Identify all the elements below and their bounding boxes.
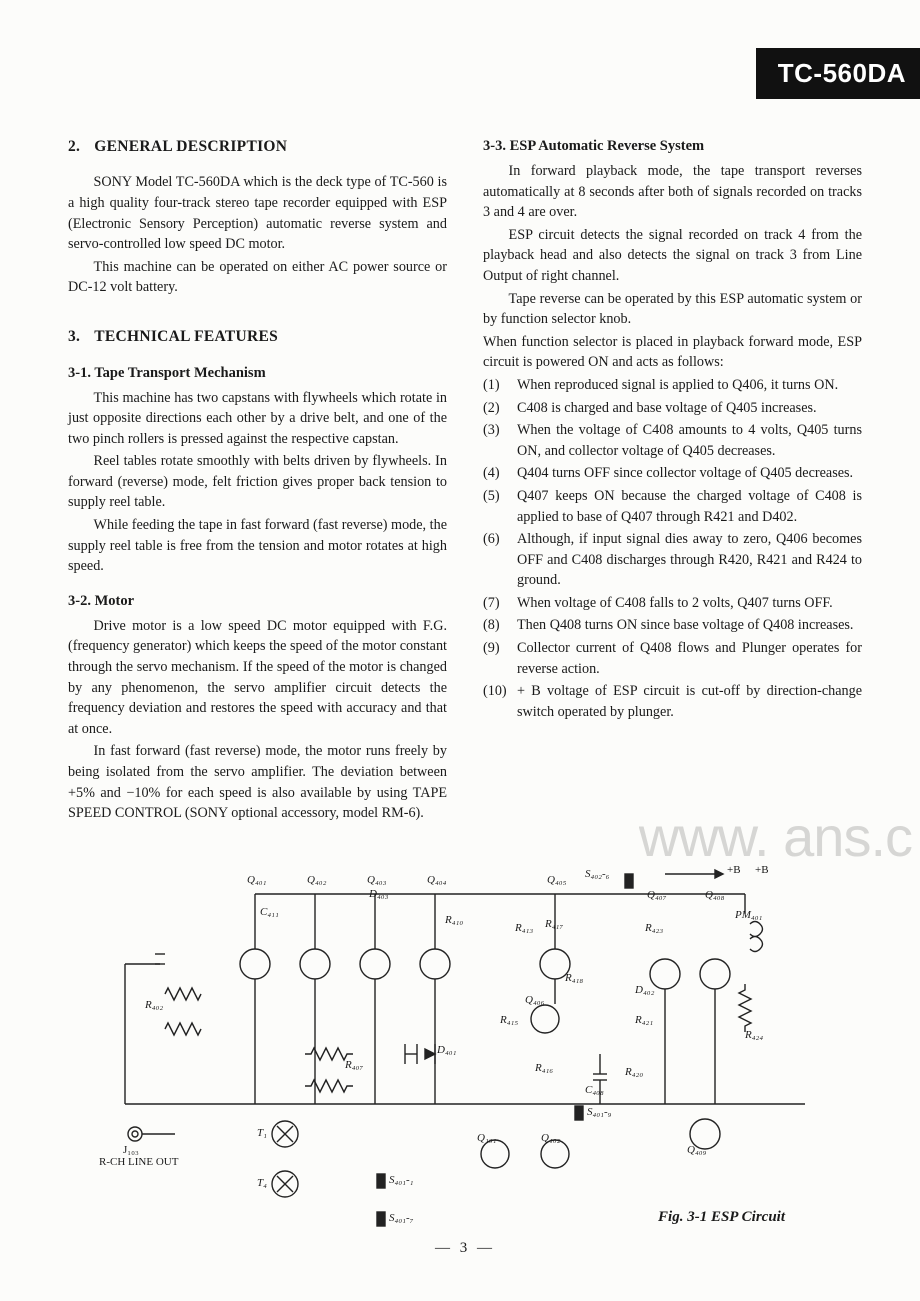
- li-num: (10): [483, 681, 517, 722]
- li-num: (5): [483, 486, 517, 527]
- label-plusb: +B: [727, 864, 741, 876]
- li-body: Although, if input signal dies away to z…: [517, 529, 862, 591]
- li-num: (7): [483, 593, 517, 614]
- label-q405: Q₄₀₅: [547, 874, 566, 886]
- page: TC-560DA 2. GENERAL DESCRIPTION SONY Mode…: [0, 0, 920, 1301]
- label-q406: Q₄₀₆: [525, 994, 544, 1006]
- label-c408: C₄₀₈: [585, 1084, 604, 1096]
- list-item: (4)Q404 turns OFF since collector voltag…: [483, 463, 862, 484]
- label-q408: Q₄₀₈: [705, 889, 724, 901]
- label-r423: R₄₂₃: [645, 922, 663, 934]
- esp-circuit-schematic: Q₄₀₁ Q₄₀₂ Q₄₀₃ Q₄₀₄ Q₄₀₅ Q₄₀₇ Q₄₀₈ Q₄₀₆ …: [105, 844, 825, 1234]
- li-body: Collector current of Q408 flows and Plun…: [517, 638, 862, 679]
- label-q402: Q₄₀₂: [307, 874, 326, 886]
- label-q401: Q₄₀₁: [247, 874, 266, 886]
- s33-p4: When function selector is placed in play…: [483, 332, 862, 373]
- figure-3-1: www. ans.c: [68, 844, 862, 1234]
- label-d403: D₄₀₃: [369, 888, 388, 900]
- s33-p1: In forward playback mode, the tape trans…: [483, 161, 862, 223]
- s31-p3: While feeding the tape in fast forward (…: [68, 515, 447, 577]
- li-body: + B voltage of ESP circuit is cut-off by…: [517, 681, 862, 722]
- li-body: When the voltage of C408 amounts to 4 vo…: [517, 420, 862, 461]
- list-item: (1)When reproduced signal is applied to …: [483, 375, 862, 396]
- s32-title: 3-2. Motor: [68, 591, 447, 612]
- esp-steps-list: (1)When reproduced signal is applied to …: [483, 375, 862, 723]
- section-3-title: 3. TECHNICAL FEATURES: [68, 326, 447, 348]
- li-num: (3): [483, 420, 517, 461]
- list-item: (10)+ B voltage of ESP circuit is cut-of…: [483, 681, 862, 722]
- label-r402: R₄₀₂: [145, 999, 163, 1011]
- label-q404: Q₄₀₄: [427, 874, 446, 886]
- label-r413: R₄₁₃: [515, 922, 533, 934]
- label-q101: Q₁₀₁: [477, 1132, 496, 1144]
- s33-p3: Tape reverse can be operated by this ESP…: [483, 289, 862, 330]
- label-s401-9: S₄₀₁-₉: [587, 1106, 611, 1118]
- s2-p1: SONY Model TC-560DA which is the deck ty…: [68, 172, 447, 254]
- label-c411: C₄₁₁: [260, 906, 279, 918]
- label-s401-7: S₄₀₁-₇: [389, 1212, 413, 1224]
- label-r424: R₄₂₄: [745, 1029, 763, 1041]
- s31-p1: This machine has two capstans with flywh…: [68, 388, 447, 450]
- label-q403: Q₄₀₃: [367, 874, 386, 886]
- page-number: — 3 —: [68, 1240, 862, 1257]
- section-3-text: TECHNICAL FEATURES: [94, 328, 278, 345]
- label-d402: D₄₀₂: [635, 984, 654, 996]
- li-body: Then Q408 turns ON since base voltage of…: [517, 615, 862, 636]
- list-item: (9)Collector current of Q408 flows and P…: [483, 638, 862, 679]
- list-item: (8)Then Q408 turns ON since base voltage…: [483, 615, 862, 636]
- li-num: (9): [483, 638, 517, 679]
- label-r421: R₄₂₁: [635, 1014, 653, 1026]
- li-body: Q407 keeps ON because the charged voltag…: [517, 486, 862, 527]
- label-q407: Q₄₀₇: [647, 889, 666, 901]
- li-body: C408 is charged and base voltage of Q405…: [517, 398, 862, 419]
- label-r415: R₄₁₅: [500, 1014, 518, 1026]
- label-d401: D₄₀₁: [437, 1044, 456, 1056]
- li-num: (2): [483, 398, 517, 419]
- s33-p2: ESP circuit detects the signal recorded …: [483, 225, 862, 287]
- li-num: (4): [483, 463, 517, 484]
- li-num: (8): [483, 615, 517, 636]
- section-2-title: 2. GENERAL DESCRIPTION: [68, 136, 447, 158]
- label-r410: R₄₁₀: [445, 914, 463, 926]
- label-r420: R₄₂₀: [625, 1066, 643, 1078]
- label-r407: R₄₀₇: [345, 1059, 363, 1071]
- label-pm401: PM₄₀₁: [735, 909, 762, 921]
- section-2-num: 2.: [68, 138, 80, 155]
- s31-title: 3-1. Tape Transport Mechanism: [68, 363, 447, 384]
- list-item: (2)C408 is charged and base voltage of Q…: [483, 398, 862, 419]
- column-left: 2. GENERAL DESCRIPTION SONY Model TC-560D…: [68, 136, 447, 826]
- label-r416: R₄₁₆: [535, 1062, 553, 1074]
- content-body: 2. GENERAL DESCRIPTION SONY Model TC-560D…: [68, 136, 862, 1257]
- s33-title: 3-3. ESP Automatic Reverse System: [483, 136, 862, 157]
- list-item: (5)Q407 keeps ON because the charged vol…: [483, 486, 862, 527]
- s2-p2: This machine can be operated on either A…: [68, 257, 447, 298]
- label-rch-line-out: R-CH LINE OUT: [99, 1156, 178, 1168]
- label-j103: J₁₀₃: [123, 1144, 139, 1156]
- label-t1: T₁: [257, 1127, 267, 1139]
- label-t4: T₄: [257, 1177, 267, 1189]
- section-2-text: GENERAL DESCRIPTION: [94, 138, 287, 155]
- label-s402-6: S₄₀₂-₆: [585, 868, 609, 880]
- li-body: When voltage of C408 falls to 2 volts, Q…: [517, 593, 862, 614]
- label-plusb2: +B: [755, 864, 769, 876]
- li-num: (1): [483, 375, 517, 396]
- label-r418: R₄₁₈: [565, 972, 583, 984]
- li-body: Q404 turns OFF since collector voltage o…: [517, 463, 862, 484]
- model-badge: TC-560DA: [756, 48, 920, 99]
- column-right: 3-3. ESP Automatic Reverse System In for…: [483, 136, 862, 826]
- li-num: (6): [483, 529, 517, 591]
- label-q409: Q₄₀₉: [687, 1144, 706, 1156]
- list-item: (6)Although, if input signal dies away t…: [483, 529, 862, 591]
- section-3-num: 3.: [68, 328, 80, 345]
- s32-p1: Drive motor is a low speed DC motor equi…: [68, 616, 447, 740]
- label-r417: R₄₁₇: [545, 918, 563, 930]
- label-s401-1: S₄₀₁-₁: [389, 1174, 413, 1186]
- li-body: When reproduced signal is applied to Q40…: [517, 375, 862, 396]
- list-item: (3)When the voltage of C408 amounts to 4…: [483, 420, 862, 461]
- figure-caption: Fig. 3-1 ESP Circuit: [658, 1209, 785, 1226]
- list-item: (7)When voltage of C408 falls to 2 volts…: [483, 593, 862, 614]
- label-q102: Q₁₀₂: [541, 1132, 560, 1144]
- s32-p2: In fast forward (fast reverse) mode, the…: [68, 741, 447, 823]
- s31-p2: Reel tables rotate smoothly with belts d…: [68, 451, 447, 513]
